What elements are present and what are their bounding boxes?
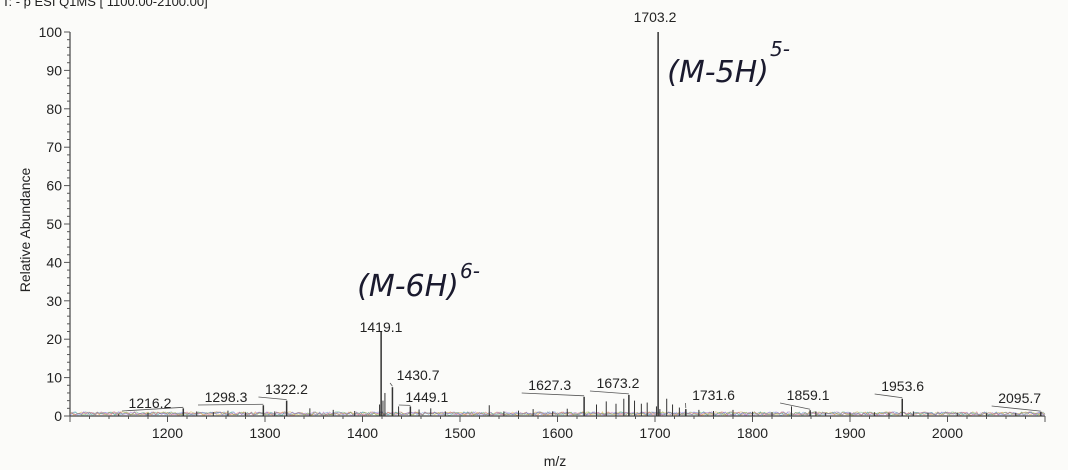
peak-label: 1703.2 xyxy=(634,9,677,25)
y-tick-label: 100 xyxy=(39,24,63,40)
x-tick-label: 1500 xyxy=(444,425,475,441)
y-tick-label: 60 xyxy=(46,178,62,194)
peak-label: 2095.7 xyxy=(998,390,1041,406)
x-tick-label: 1700 xyxy=(639,425,670,441)
y-tick-label: 70 xyxy=(46,139,62,155)
x-tick-label: 1200 xyxy=(152,425,183,441)
peak-labels: 1216.2 1298.3 1322.2 1419.1 1430.7 1449.1 1627… xyxy=(121,9,1041,412)
handwritten-annotation-charge: 6- xyxy=(460,259,480,283)
noise-trace-3 xyxy=(69,411,1046,416)
peak-label: 1731.6 xyxy=(692,387,735,403)
x-tick-label: 1900 xyxy=(834,425,865,441)
handwritten-annotation: (M-5H) xyxy=(667,55,769,90)
peak-label: 1322.2 xyxy=(265,381,308,397)
peak-label: 1419.1 xyxy=(360,319,403,335)
peak-label-leader xyxy=(779,402,811,410)
x-tick-label: 1800 xyxy=(737,425,768,441)
peak-label-leader xyxy=(121,406,184,412)
x-tick-label: 2000 xyxy=(932,425,963,441)
peak-label-leader xyxy=(197,403,264,406)
peak-label: 1216.2 xyxy=(129,395,172,411)
y-axis-title: Relative Abundance xyxy=(17,168,33,293)
peak-label: 1449.1 xyxy=(405,389,448,405)
handwritten-annotation: (M-6H) xyxy=(357,269,459,304)
y-tick-label: 40 xyxy=(46,254,62,270)
peak-label-leader xyxy=(258,396,287,401)
peak-label-leader xyxy=(589,390,629,395)
y-tick-label: 10 xyxy=(46,370,62,386)
peak-label-leader xyxy=(389,382,393,387)
handwritten-annotation-charge: 5- xyxy=(770,37,790,61)
y-tick-label: 20 xyxy=(46,331,62,347)
scan-header: T: - p ESI Q1MS [ 1100.00-2100.00] xyxy=(2,0,208,9)
peak-label: 1298.3 xyxy=(205,389,248,405)
peak-label-leader xyxy=(874,393,903,399)
y-tick-label: 90 xyxy=(46,62,62,78)
y-tick-label: 50 xyxy=(46,216,62,232)
x-tick-label: 1400 xyxy=(347,425,378,441)
y-tick-label: 80 xyxy=(46,101,62,117)
peak-label: 1673.2 xyxy=(597,375,640,391)
x-tick-label: 1600 xyxy=(542,425,573,441)
peak-label: 1627.3 xyxy=(528,377,571,393)
peak-label: 1953.6 xyxy=(881,378,924,394)
y-tick-label: 30 xyxy=(46,293,62,309)
spectrum-peaks xyxy=(118,32,1042,416)
peak-label-leader xyxy=(991,405,1041,412)
peak-label-leader xyxy=(521,392,585,397)
x-axis-title: m/z xyxy=(544,453,567,469)
x-tick-label: 1300 xyxy=(249,425,280,441)
noise-trace-4 xyxy=(69,411,1046,416)
y-tick-label: 0 xyxy=(54,408,62,424)
peak-label: 1859.1 xyxy=(787,387,830,403)
handwritten-annotations: (M-5H)5- (M-6H) 6- xyxy=(357,37,790,304)
spectrum-traces xyxy=(69,411,1046,416)
axes: 0 10 20 30 40 50 60 70 80 90 100 1200 1300 1400 1500 16… xyxy=(39,24,1046,441)
peak-label: 1430.7 xyxy=(397,367,440,383)
